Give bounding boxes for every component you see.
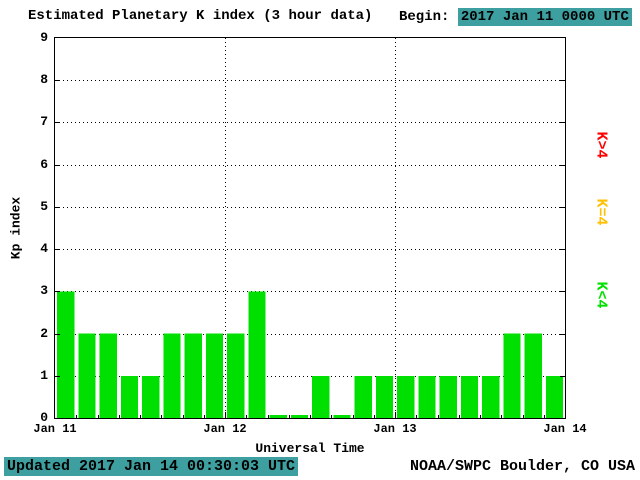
- kp-bar: [524, 333, 542, 418]
- kp-bar: [269, 415, 287, 418]
- kp-bar: [439, 375, 457, 418]
- kp-bar: [290, 415, 308, 418]
- x-axis-tick-label: Jan 12: [203, 422, 247, 436]
- kp-bar: [57, 291, 75, 418]
- x-axis-title: Universal Time: [255, 441, 365, 456]
- kp-bar: [184, 333, 202, 418]
- kp-bar: [333, 415, 351, 418]
- y-axis-tick-label: 7: [40, 114, 48, 130]
- y-axis-tick-label: 2: [40, 325, 48, 341]
- kp-bar: [545, 375, 563, 418]
- y-axis-title: Kp index: [8, 196, 24, 260]
- y-axis-tick-label: 6: [40, 156, 48, 172]
- y-axis-tick-label: 3: [40, 283, 48, 299]
- updated-timestamp: Updated 2017 Jan 14 00:30:03 UTC: [4, 457, 299, 476]
- x-axis-tick-label: Jan 13: [373, 422, 417, 436]
- kp-bar: [99, 333, 117, 418]
- kp-bar: [312, 375, 330, 418]
- kp-bar: [163, 333, 181, 418]
- kp-bar: [205, 333, 223, 418]
- kp-bar: [142, 375, 160, 418]
- chart-title: Estimated Planetary K index (3 hour data…: [28, 8, 373, 24]
- x-axis-tick-label: Jan 11: [33, 422, 77, 436]
- kp-bar: [503, 333, 521, 418]
- y-axis-tick-label: 1: [40, 367, 48, 383]
- begin-label: Begin:: [399, 9, 450, 25]
- y-axis-tick-label: 5: [40, 198, 48, 214]
- y-axis-tick-label: 4: [40, 241, 48, 257]
- y-axis-tick-label: 9: [40, 30, 48, 45]
- kp-bar: [418, 375, 436, 418]
- kp-bar: [482, 375, 500, 418]
- kp-bar: [375, 375, 393, 418]
- legend-item: K<4: [592, 281, 610, 309]
- begin-info: Begin: 2017 Jan 11 0000 UTC: [399, 8, 632, 26]
- begin-value: 2017 Jan 11 0000 UTC: [457, 8, 632, 26]
- plot-area: [54, 37, 566, 419]
- legend-item: K=4: [592, 198, 610, 226]
- kp-bar: [397, 375, 415, 418]
- kp-bar: [354, 375, 372, 418]
- plot-svg: [55, 38, 565, 418]
- kp-bar: [120, 375, 138, 418]
- source-credit: NOAA/SWPC Boulder, CO USA: [409, 458, 635, 475]
- x-axis-tick-label: Jan 14: [543, 422, 587, 436]
- y-axis-tick-label: 0: [40, 410, 48, 425]
- legend-item: K>4: [592, 131, 610, 159]
- kp-bar: [227, 333, 245, 418]
- kp-bar: [78, 333, 96, 418]
- kp-bar: [248, 291, 266, 418]
- kp-bar: [460, 375, 478, 418]
- y-axis-tick-label: 8: [40, 72, 48, 88]
